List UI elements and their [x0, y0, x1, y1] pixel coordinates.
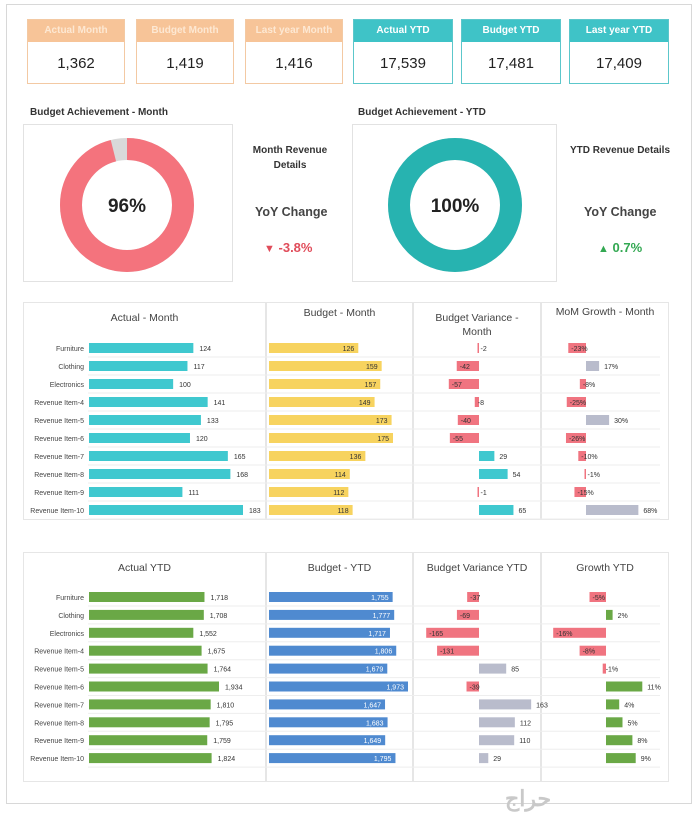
achievement-month-box: 96% [23, 124, 233, 282]
arrow-down-icon: ▼ [264, 243, 275, 255]
kpi-value: 17,539 [380, 55, 426, 72]
month-revenue-details: Month Revenue Details [252, 145, 328, 171]
kpi-label: Last year YTD [570, 20, 668, 42]
chart-title-variance-month: Budget Variance - Month [435, 312, 519, 338]
achievement-month-title: Budget Achievement - Month [30, 107, 168, 118]
panel-variance-ytd [413, 552, 541, 782]
ytd-yoy-change: ▲ 0.7% [598, 240, 642, 255]
ytd-yoy-label: YoY Change [584, 205, 657, 219]
donut-month-label: 96% [108, 196, 146, 217]
panel-growth-ytd [541, 552, 669, 782]
kpi-value: 17,481 [488, 55, 534, 72]
donut-ytd-svg: 100% [388, 138, 522, 272]
kpi-label: Actual Month [28, 20, 124, 42]
kpi-budget-month: Budget Month 1,419 [136, 19, 234, 84]
panel-budget-month [266, 302, 413, 520]
month-yoy-value: -3.8% [278, 240, 313, 255]
kpi-label: Last year Month [246, 20, 342, 42]
chart-title-budget-ytd: Budget - YTD [307, 562, 372, 574]
dashboard-frame [6, 4, 692, 804]
ytd-yoy-value: 0.7% [612, 240, 643, 255]
chart-title-variance-ytd: Budget Variance YTD [426, 562, 528, 574]
donut-ytd-label: 100% [431, 196, 480, 217]
kpi-actual-ytd: Actual YTD 17,539 [353, 19, 453, 84]
donut-month-svg: 96% [60, 138, 194, 272]
achievement-ytd-box: 100% [352, 124, 557, 282]
kpi-label: Actual YTD [354, 20, 452, 42]
ytd-revenue-details: YTD Revenue Details [569, 145, 671, 156]
chart-title-budget-month: Budget - Month [303, 307, 376, 319]
panel-mom-growth [541, 302, 669, 520]
kpi-budget-ytd: Budget YTD 17,481 [461, 19, 561, 84]
chart-title-actual-ytd: Actual YTD [118, 562, 171, 574]
panel-actual-month [23, 302, 266, 520]
chart-title-growth-ytd: Growth YTD [576, 562, 634, 574]
kpi-actual-month: Actual Month 1,362 [27, 19, 125, 84]
month-yoy-change: ▼ -3.8% [264, 240, 312, 255]
kpi-label: Budget YTD [462, 20, 560, 42]
kpi-value: 1,416 [275, 55, 313, 72]
panel-budget-ytd [266, 552, 413, 782]
chart-title-mom-growth: MoM Growth - Month [555, 306, 655, 318]
panel-actual-ytd [23, 552, 266, 782]
kpi-value: 17,409 [596, 55, 642, 72]
kpi-value: 1,419 [166, 55, 204, 72]
achievement-ytd-title: Budget Achievement - YTD [358, 107, 486, 118]
donut-ytd-arc [388, 138, 522, 272]
kpi-label: Budget Month [137, 20, 233, 42]
kpi-value: 1,362 [57, 55, 95, 72]
kpi-last-year-ytd: Last year YTD 17,409 [569, 19, 669, 84]
watermark-logo: حراج [505, 786, 552, 811]
donut-month-arc [60, 138, 194, 272]
arrow-up-icon: ▲ [598, 243, 609, 255]
kpi-last-year-month: Last year Month 1,416 [245, 19, 343, 84]
month-yoy-label: YoY Change [255, 205, 328, 219]
chart-title-actual-month: Actual - Month [110, 312, 179, 324]
